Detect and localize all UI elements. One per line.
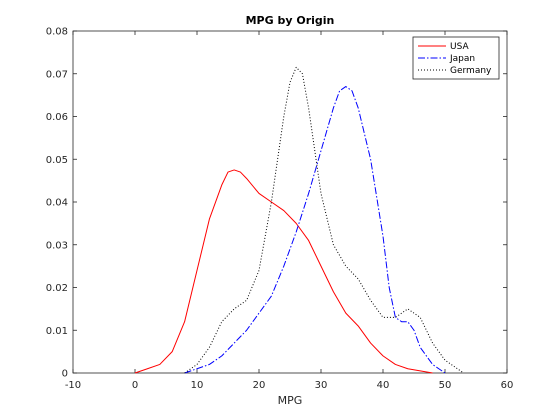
y-tick-label: 0.03 bbox=[46, 240, 68, 251]
series-line-japan bbox=[184, 86, 446, 374]
series-lines bbox=[134, 66, 464, 374]
y-tick-label: 0.08 bbox=[46, 27, 68, 38]
y-tick-label: 0.02 bbox=[46, 283, 68, 294]
x-tick-label: 50 bbox=[439, 380, 452, 391]
legend-label-japan: Japan bbox=[449, 54, 475, 64]
y-tick-label: 0 bbox=[62, 369, 68, 380]
legend-label-germany: Germany bbox=[450, 66, 492, 76]
series-line-usa bbox=[134, 169, 433, 374]
x-axis-label: MPG bbox=[278, 394, 303, 407]
x-tick-label: 0 bbox=[132, 380, 138, 391]
x-tick-label: 40 bbox=[377, 380, 390, 391]
x-tick-label: -10 bbox=[65, 380, 81, 391]
chart-title: MPG by Origin bbox=[246, 14, 335, 27]
y-tick-label: 0.07 bbox=[46, 69, 68, 80]
series-line-germany bbox=[184, 66, 464, 374]
y-tick-label: 0.01 bbox=[46, 326, 68, 337]
plot-area bbox=[72, 30, 508, 374]
x-tick-label: 10 bbox=[191, 380, 204, 391]
x-tick-label: 20 bbox=[253, 380, 266, 391]
legend-label-usa: USA bbox=[450, 42, 469, 52]
x-tick-label: 60 bbox=[501, 380, 514, 391]
legend: USA Japan Germany bbox=[412, 36, 500, 80]
y-axis: 0 0.01 0.02 0.03 0.04 0.05 0.06 0.07 0.08 bbox=[46, 27, 507, 380]
y-tick-label: 0.06 bbox=[46, 112, 68, 123]
y-tick-label: 0.04 bbox=[46, 198, 68, 209]
x-tick-label: 30 bbox=[315, 380, 328, 391]
y-tick-label: 0.05 bbox=[46, 155, 68, 166]
x-axis: -10 0 10 20 30 40 50 60 bbox=[65, 31, 514, 391]
